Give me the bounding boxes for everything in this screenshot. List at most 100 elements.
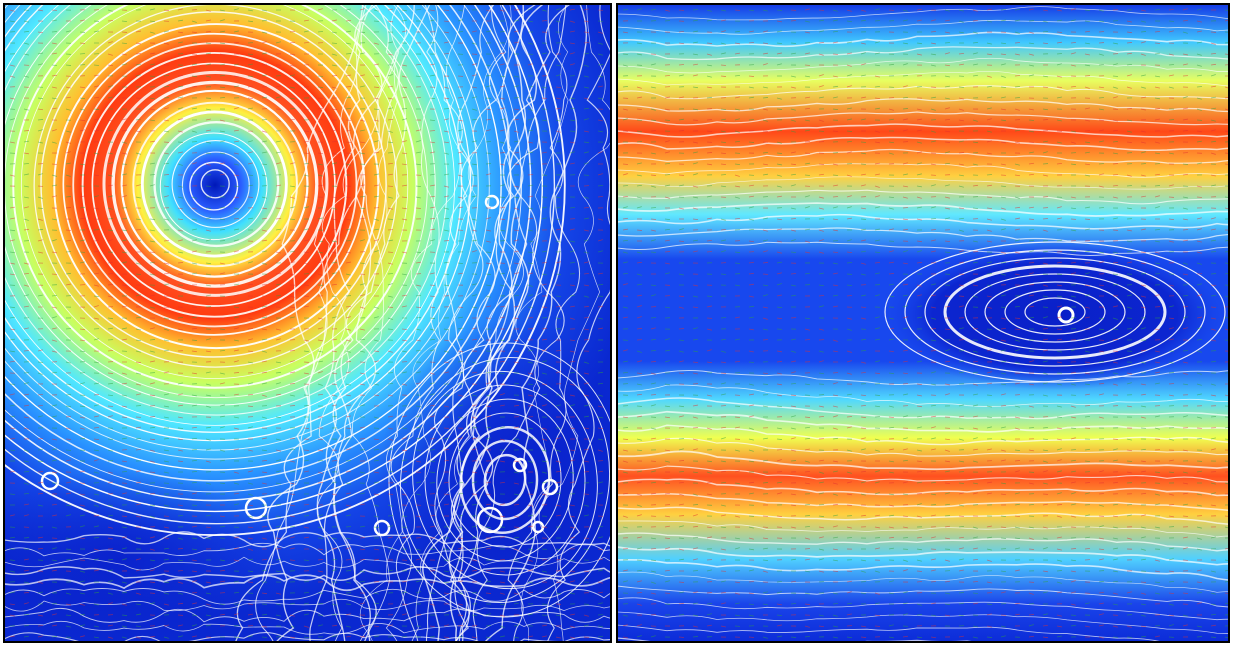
vector	[847, 131, 852, 132]
vector	[763, 339, 768, 340]
vector	[570, 131, 575, 132]
vector	[444, 449, 449, 450]
vector	[472, 625, 477, 626]
vector	[430, 318, 435, 319]
vector	[1071, 548, 1076, 549]
vector	[777, 449, 782, 450]
vector	[486, 252, 491, 253]
vector	[402, 527, 407, 528]
vector	[1001, 527, 1006, 528]
vector	[1029, 317, 1034, 318]
vector	[777, 153, 782, 154]
vector	[402, 471, 407, 472]
left-panel	[0, 0, 644, 645]
vector	[122, 615, 127, 616]
vector	[262, 516, 267, 517]
vector	[1127, 185, 1132, 186]
vector	[1029, 120, 1034, 121]
vector	[833, 196, 838, 197]
vector	[486, 406, 491, 407]
vector	[1099, 163, 1104, 164]
vector	[1043, 130, 1048, 131]
vector	[570, 571, 575, 572]
vector	[1099, 493, 1104, 494]
vector	[847, 537, 852, 538]
vector	[987, 417, 992, 418]
vector	[318, 76, 323, 77]
vector	[52, 10, 57, 11]
vector	[987, 395, 992, 396]
vector	[486, 593, 491, 594]
vector	[94, 394, 99, 395]
vector	[346, 570, 351, 571]
vector	[903, 207, 908, 208]
vector	[360, 263, 365, 264]
vector	[1169, 351, 1174, 352]
vector	[861, 428, 866, 429]
vector	[10, 197, 15, 198]
vector	[304, 153, 309, 154]
vector	[332, 229, 337, 230]
vector	[458, 31, 463, 32]
vector	[192, 505, 197, 506]
vector	[500, 340, 505, 341]
vector	[889, 362, 894, 363]
vector	[861, 142, 866, 143]
vector	[346, 240, 351, 241]
vector	[388, 252, 393, 253]
vector	[1029, 142, 1034, 143]
vector	[749, 362, 754, 363]
vector	[1071, 449, 1076, 450]
vector	[763, 560, 768, 561]
vector	[637, 406, 642, 407]
vector	[52, 31, 57, 32]
vector	[707, 296, 712, 297]
vector	[346, 428, 351, 429]
vector	[360, 636, 365, 637]
vector	[150, 174, 155, 175]
vector	[1071, 428, 1076, 429]
vector	[234, 218, 239, 219]
vector	[1183, 152, 1188, 153]
vector	[651, 207, 656, 208]
vector	[192, 76, 197, 77]
vector	[945, 306, 950, 307]
vector	[1141, 273, 1146, 274]
vector	[556, 296, 561, 297]
vector	[945, 142, 950, 143]
vector	[931, 218, 936, 219]
vector	[38, 119, 43, 120]
vector	[234, 637, 239, 638]
vector	[917, 571, 922, 572]
vector	[833, 54, 838, 55]
vector	[528, 54, 533, 55]
vector	[178, 262, 183, 263]
vector	[360, 196, 365, 197]
vector	[777, 439, 782, 440]
vector	[973, 251, 978, 252]
vector	[164, 538, 169, 539]
vector	[458, 339, 463, 340]
vector	[805, 548, 810, 549]
vector	[749, 76, 754, 77]
vector	[304, 581, 309, 582]
vector	[819, 504, 824, 505]
vector	[679, 10, 684, 11]
vector	[52, 65, 57, 66]
vector	[1001, 405, 1006, 406]
vector	[693, 427, 698, 428]
vector	[1015, 86, 1020, 87]
vector	[1155, 185, 1160, 186]
vector	[1001, 538, 1006, 539]
vector	[917, 86, 922, 87]
vector	[528, 263, 533, 264]
vector	[66, 196, 71, 197]
vector	[1113, 76, 1118, 77]
vector	[1141, 31, 1146, 32]
vector	[192, 592, 197, 593]
vector	[94, 515, 99, 516]
vector	[388, 471, 393, 472]
vector	[1057, 131, 1062, 132]
vector	[987, 174, 992, 175]
vector	[1113, 439, 1118, 440]
